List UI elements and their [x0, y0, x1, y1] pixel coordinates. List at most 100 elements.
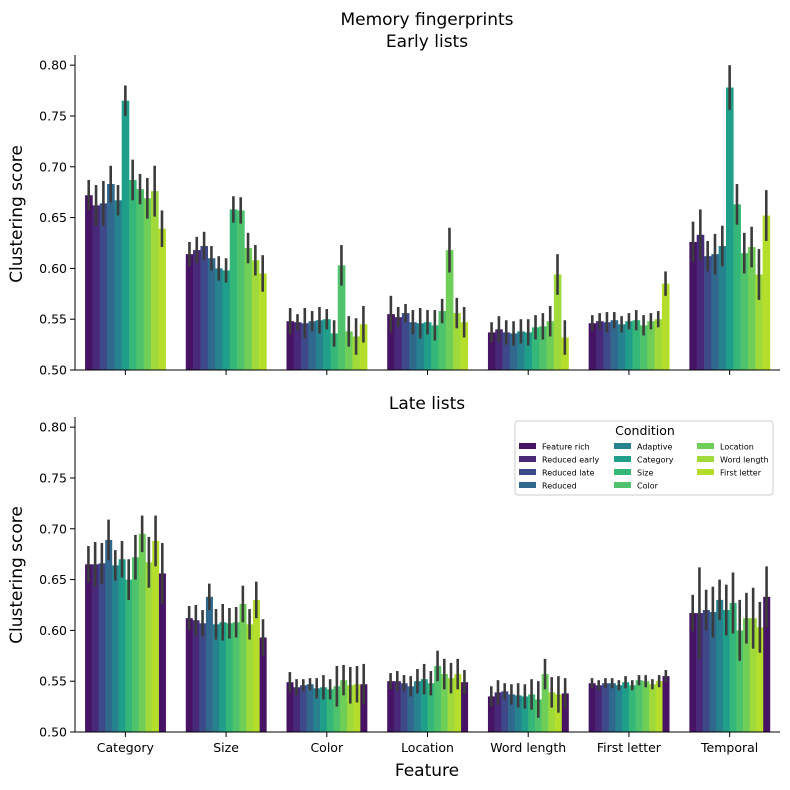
bar	[588, 683, 596, 732]
bar	[603, 322, 611, 370]
bar	[308, 321, 317, 370]
bar	[205, 596, 213, 732]
bar	[423, 322, 432, 370]
bar	[393, 681, 401, 732]
bar	[729, 602, 737, 732]
x-tick-label: Color	[310, 740, 343, 755]
bar	[251, 260, 260, 370]
bar	[185, 618, 193, 732]
bar	[244, 248, 252, 370]
bar	[414, 681, 422, 732]
bar	[150, 191, 159, 370]
bar	[661, 283, 670, 370]
bar	[427, 683, 435, 732]
panel-late-title: Late lists	[389, 394, 465, 414]
bar	[85, 564, 93, 732]
bar	[639, 325, 648, 370]
bar	[445, 250, 454, 370]
x-tick-label: First letter	[597, 740, 662, 755]
bar	[407, 686, 415, 732]
legend-swatch	[697, 456, 714, 462]
y-tick-label: 0.65	[39, 210, 67, 225]
bar	[387, 681, 395, 732]
bar	[207, 258, 216, 370]
bar	[345, 331, 353, 370]
bar	[725, 87, 734, 371]
bar	[114, 200, 122, 370]
bar	[286, 682, 294, 732]
legend-label: Word length	[720, 456, 769, 465]
bar	[689, 241, 697, 370]
bar	[145, 562, 153, 732]
y-tick-label: 0.60	[39, 623, 67, 638]
bar	[755, 274, 763, 370]
bar	[548, 692, 556, 732]
y-tick-label: 0.75	[39, 470, 67, 485]
bar	[461, 682, 469, 732]
bar	[200, 246, 209, 370]
bar	[711, 254, 719, 370]
bar	[763, 596, 771, 732]
bar	[747, 247, 756, 370]
x-axis-title: Feature	[395, 761, 459, 781]
bar	[628, 685, 636, 732]
bar	[340, 680, 348, 732]
bar	[696, 613, 704, 732]
bar	[293, 322, 302, 370]
legend-frame	[514, 420, 774, 496]
bar	[226, 623, 234, 732]
bar	[608, 683, 616, 732]
bar	[440, 674, 448, 732]
bar	[635, 680, 643, 732]
legend-swatch	[519, 469, 536, 475]
bar	[92, 205, 101, 370]
bar	[229, 209, 238, 370]
bar	[756, 627, 764, 732]
bar	[553, 274, 562, 370]
bar	[595, 321, 604, 370]
bar	[762, 215, 771, 370]
bar	[323, 319, 331, 370]
legend-label: Size	[637, 469, 654, 478]
bar	[602, 683, 610, 732]
y-tick-label: 0.55	[39, 312, 67, 327]
bar	[158, 573, 166, 732]
bar	[158, 228, 166, 370]
bar	[360, 684, 368, 732]
bar	[330, 333, 339, 370]
bar	[642, 681, 650, 732]
bar	[689, 613, 697, 732]
bar	[286, 321, 295, 370]
bar	[722, 610, 730, 732]
bar	[588, 323, 597, 370]
bar	[662, 676, 670, 732]
bar	[346, 685, 354, 732]
x-tick-label: Category	[97, 740, 155, 755]
x-tick-label: Word length	[490, 740, 566, 755]
bar	[315, 320, 324, 370]
bar	[617, 324, 626, 370]
bar	[509, 333, 518, 370]
bar	[487, 332, 496, 370]
bar	[313, 688, 321, 732]
bar	[539, 326, 547, 370]
legend-swatch	[614, 456, 631, 462]
bar	[595, 685, 603, 732]
bar	[299, 685, 307, 732]
bar	[105, 539, 113, 732]
bar	[696, 234, 705, 370]
bar	[508, 694, 516, 732]
bar	[647, 321, 655, 370]
bar	[454, 674, 462, 732]
bar	[654, 319, 663, 370]
bar	[625, 321, 633, 370]
y-tick-label: 0.50	[39, 725, 67, 740]
y-tick-label: 0.60	[39, 261, 67, 276]
chart-title: Memory fingerprints	[340, 10, 513, 30]
bar	[259, 273, 267, 370]
bar	[237, 210, 245, 370]
legend-label: Reduced early	[542, 456, 600, 465]
y-tick-label: 0.80	[39, 420, 67, 435]
bar	[704, 256, 712, 370]
legend-label: Adaptive	[637, 443, 672, 452]
